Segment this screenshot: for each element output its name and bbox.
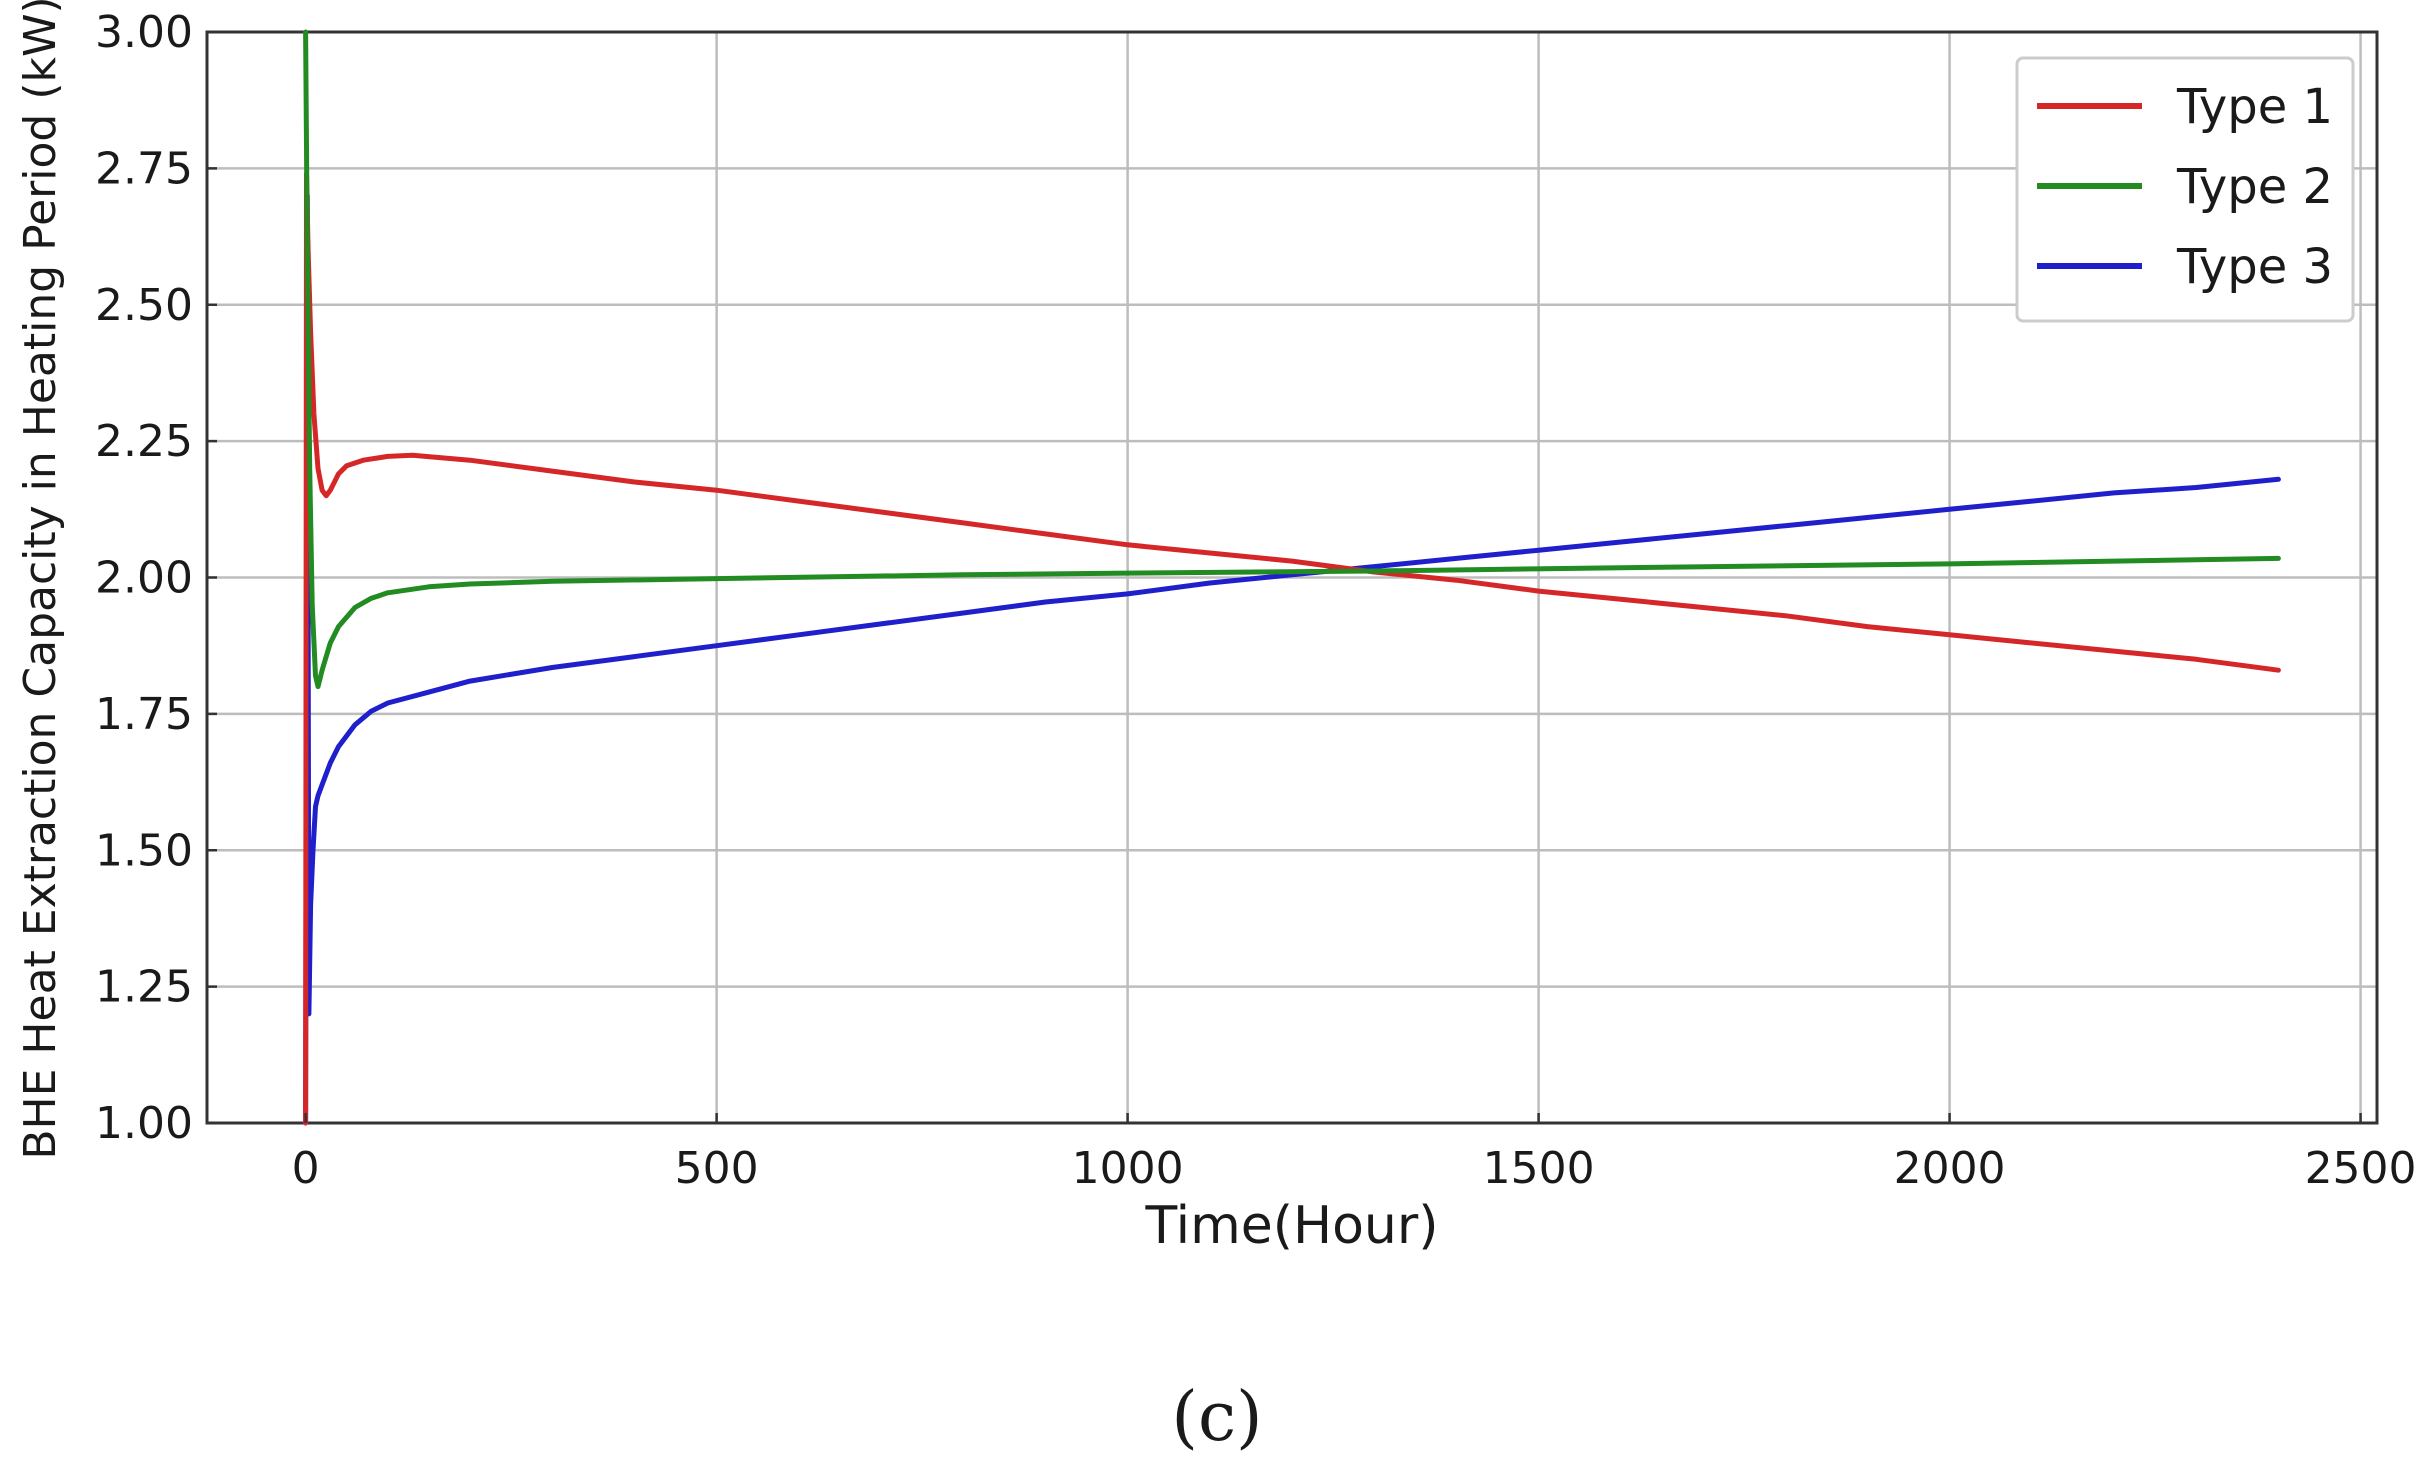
y-tick-label: 2.00 xyxy=(95,553,193,604)
y-axis-label: BHE Heat Extraction Capacity in Heating … xyxy=(15,0,66,1160)
x-axis-label: Time(Hour) xyxy=(1144,1196,1438,1256)
y-tick-label: 3.00 xyxy=(95,7,193,58)
x-tick-label: 2000 xyxy=(1894,1143,2006,1194)
x-axis-ticks: 0 500 1000 1500 2000 2500 xyxy=(292,1113,2417,1194)
series-line-3 xyxy=(303,193,2281,1126)
x-tick-label: 0 xyxy=(292,1143,320,1194)
series-line-2 xyxy=(303,29,2281,690)
x-tick-label: 2500 xyxy=(2305,1143,2417,1194)
series-line-1 xyxy=(303,171,2281,1126)
x-tick-label: 500 xyxy=(675,1143,759,1194)
legend-label: Type 1 xyxy=(2176,79,2333,135)
legend-box xyxy=(2015,56,2355,323)
legend-label: Type 3 xyxy=(2176,239,2333,295)
y-tick-label: 2.75 xyxy=(95,143,193,194)
legend-label: Type 2 xyxy=(2176,159,2333,215)
x-tick-label: 1500 xyxy=(1483,1143,1595,1194)
y-axis-ticks: 1.00 1.25 1.50 1.75 2.00 2.25 2.50 2.75 3.00 xyxy=(95,7,217,1149)
legend: Type 1 Type 2 Type 3 xyxy=(2015,56,2355,323)
y-tick-label: 1.75 xyxy=(95,689,193,740)
grid-lines xyxy=(207,30,2377,1125)
y-tick-label: 1.50 xyxy=(95,825,193,876)
figure-caption: (c) xyxy=(1171,1378,1262,1457)
x-tick-label: 1000 xyxy=(1072,1143,1184,1194)
y-tick-label: 1.00 xyxy=(95,1098,193,1149)
y-tick-label: 2.50 xyxy=(95,280,193,331)
y-tick-label: 1.25 xyxy=(95,962,193,1013)
y-tick-label: 2.25 xyxy=(95,416,193,467)
series-layer xyxy=(303,29,2281,1126)
